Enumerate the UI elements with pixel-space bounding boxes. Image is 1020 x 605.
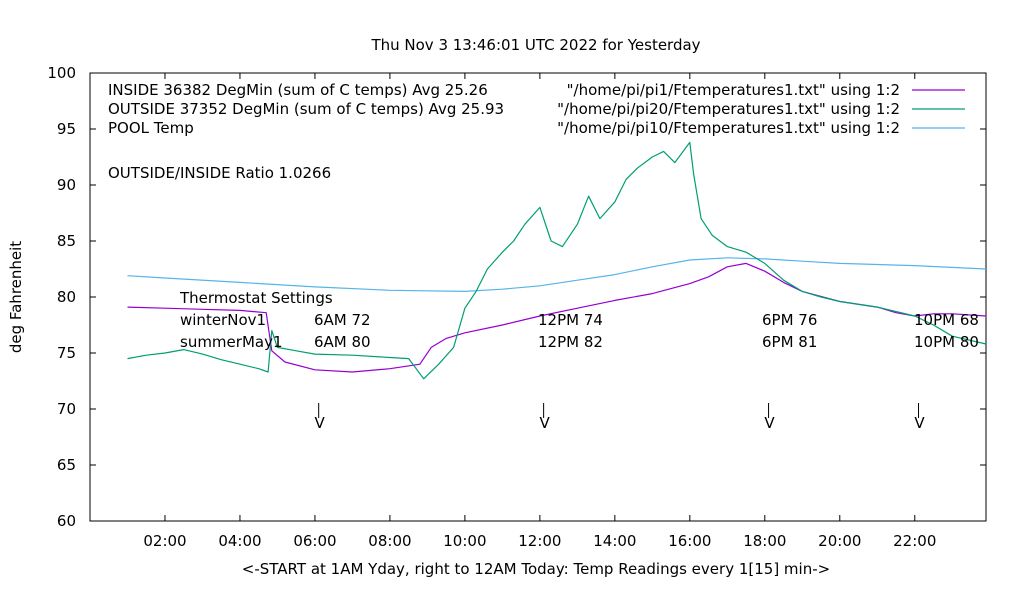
thermostat-table: winterNov1 6AM 72 12PM 74 6PM 76 10PM 68 summ… (180, 311, 979, 351)
marker-label: V (914, 414, 925, 432)
thermostat-value: 10PM 68 (914, 311, 979, 329)
y-axis-label: deg Fahrenheit (7, 241, 25, 353)
legend-entry-name: POOL Temp (108, 119, 194, 137)
y-tick-label: 90 (57, 176, 76, 194)
x-tick-label: 12:00 (518, 532, 561, 550)
thermostat-row-name: summerMay1 (180, 333, 283, 351)
x-tick-label: 06:00 (293, 532, 336, 550)
thermostat-row-name: winterNov1 (180, 311, 266, 329)
series-line-pool (127, 257, 987, 292)
thermostat-value: 10PM 80 (914, 333, 979, 351)
x-tick-label: 16:00 (668, 532, 711, 550)
thermostat-title: Thermostat Settings (179, 289, 333, 307)
legend-entry-source: "/home/pi/pi20/Ftemperatures1.txt" using… (557, 100, 900, 118)
y-tick-label: 60 (57, 512, 76, 530)
y-tick-label: 80 (57, 288, 76, 306)
x-tick-label: 04:00 (218, 532, 261, 550)
y-axis: 60 65 70 75 80 85 90 95 100 (47, 64, 986, 530)
marker-label: V (315, 414, 326, 432)
y-tick-label: 85 (57, 232, 76, 250)
legend-entry-name: INSIDE 36382 DegMin (sum of C temps) Avg… (108, 81, 488, 99)
chart-title: Thu Nov 3 13:46:01 UTC 2022 for Yesterda… (370, 36, 700, 54)
x-tick-label: 10:00 (443, 532, 486, 550)
legend-entry-name: OUTSIDE 37352 DegMin (sum of C temps) Av… (108, 100, 504, 118)
y-tick-label: 100 (47, 64, 76, 82)
marker-label: V (539, 414, 550, 432)
legend-entry-source: "/home/pi/pi10/Ftemperatures1.txt" using… (557, 119, 900, 137)
x-axis-label: <-START at 1AM Yday, right to 12AM Today… (242, 560, 830, 578)
y-tick-label: 75 (57, 344, 76, 362)
thermostat-value: 6AM 80 (314, 333, 371, 351)
x-tick-label: 20:00 (818, 532, 861, 550)
x-tick-label: 22:00 (893, 532, 936, 550)
x-tick-label: 08:00 (368, 532, 411, 550)
marker-label: V (764, 414, 775, 432)
thermostat-value: 6AM 72 (314, 311, 371, 329)
ratio-annotation: OUTSIDE/INSIDE Ratio 1.0266 (108, 164, 331, 182)
x-axis: 02:00 04:00 06:00 08:00 10:00 12:00 14:00 16:00… (143, 73, 936, 550)
series-line-outside (127, 141, 987, 380)
x-tick-label: 02:00 (143, 532, 186, 550)
legend: INSIDE 36382 DegMin (sum of C temps) Avg… (108, 81, 965, 137)
thermostat-value: 6PM 81 (762, 333, 817, 351)
thermostat-value: 12PM 74 (538, 311, 603, 329)
y-tick-label: 65 (57, 456, 76, 474)
series-lines (127, 141, 987, 380)
legend-entry-source: "/home/pi/pi1/Ftemperatures1.txt" using … (567, 81, 900, 99)
x-tick-label: 18:00 (743, 532, 786, 550)
y-tick-label: 95 (57, 120, 76, 138)
thermostat-value: 6PM 76 (762, 311, 817, 329)
x-tick-label: 14:00 (593, 532, 636, 550)
thermostat-value: 12PM 82 (538, 333, 603, 351)
y-tick-label: 70 (57, 400, 76, 418)
